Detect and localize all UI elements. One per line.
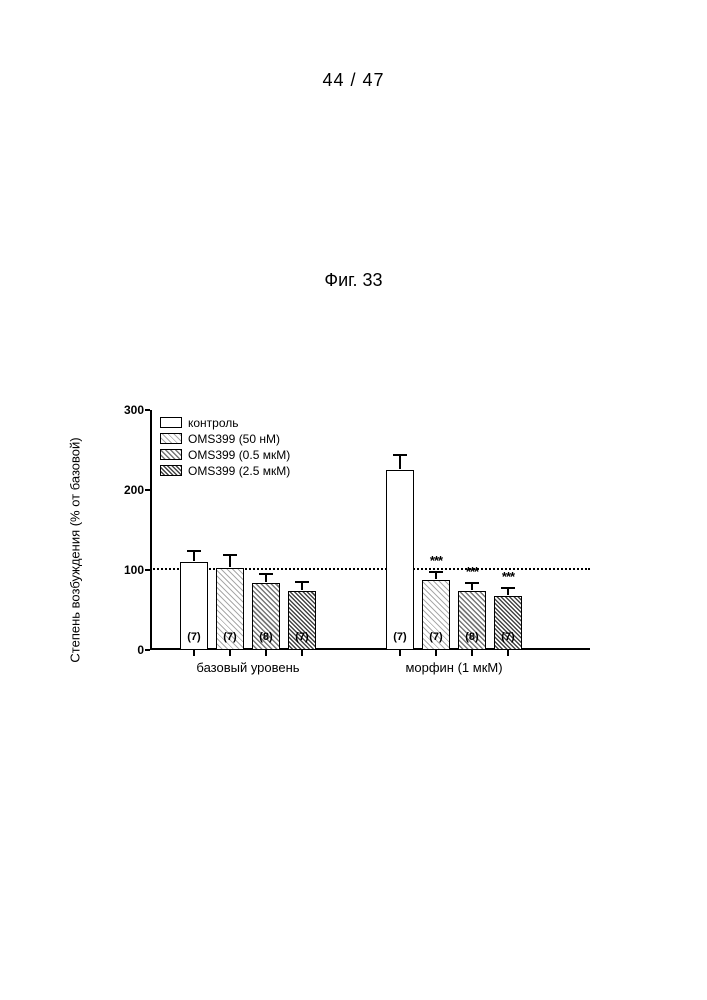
- legend: контроль OMS399 (50 нМ) OMS399 (0.5 мкМ) OM…: [160, 414, 290, 478]
- legend-item: OMS399 (2.5 мкМ): [160, 462, 290, 478]
- xtick-mark: [399, 650, 401, 656]
- error-bar: [399, 455, 401, 469]
- y-axis-label: Степень возбуждения (% от базовой): [68, 437, 83, 662]
- figure-label: Фиг. 33: [0, 270, 707, 291]
- group-label: морфин (1 мкМ): [405, 650, 502, 675]
- legend-item: OMS399 (50 нМ): [160, 430, 290, 446]
- ytick-mark: [145, 489, 150, 491]
- bar: (8): [252, 583, 280, 650]
- bar-n-label: (7): [223, 631, 236, 643]
- legend-swatch: [160, 449, 182, 460]
- legend-label: контроль: [188, 416, 239, 430]
- bar-n-label: (8): [465, 631, 478, 643]
- legend-label: OMS399 (50 нМ): [188, 432, 280, 446]
- error-cap: [259, 573, 273, 575]
- error-bar: [229, 555, 231, 567]
- group-label: базовый уровень: [196, 650, 299, 675]
- significance-marker: ***: [502, 569, 514, 584]
- error-cap: [501, 587, 515, 589]
- xtick-mark: [507, 650, 509, 656]
- bar-n-label: (7): [429, 631, 442, 643]
- page-number: 44 / 47: [0, 70, 707, 91]
- bar: (7): [386, 470, 414, 650]
- legend-item: контроль: [160, 414, 290, 430]
- bar-n-label: (7): [393, 631, 406, 643]
- error-cap: [187, 550, 201, 552]
- bar: (7): [180, 562, 208, 650]
- bar-n-label: (8): [259, 631, 272, 643]
- y-axis: [150, 410, 152, 650]
- bar: (8)***: [458, 591, 486, 650]
- bar: (7)***: [422, 580, 450, 650]
- error-bar: [265, 574, 267, 582]
- firing-rate-chart: Степень возбуждения (% от базовой) 01002…: [100, 410, 605, 690]
- bar-n-label: (7): [295, 631, 308, 643]
- ytick-mark: [145, 649, 150, 651]
- bar-n-label: (7): [187, 631, 200, 643]
- error-cap: [295, 581, 309, 583]
- significance-marker: ***: [430, 553, 442, 568]
- ytick-mark: [145, 409, 150, 411]
- xtick-mark: [301, 650, 303, 656]
- xtick-mark: [193, 650, 195, 656]
- error-cap: [465, 582, 479, 584]
- error-bar: [193, 551, 195, 561]
- significance-marker: ***: [466, 564, 478, 579]
- bar: (7)***: [494, 596, 522, 650]
- legend-label: OMS399 (2.5 мкМ): [188, 464, 290, 478]
- legend-label: OMS399 (0.5 мкМ): [188, 448, 290, 462]
- plot-area: 0100200300(7)(7)(8)(7)базовый уровень(7)…: [150, 410, 590, 650]
- error-cap: [223, 554, 237, 556]
- bar: (7): [288, 591, 316, 650]
- error-bar: [301, 582, 303, 590]
- legend-item: OMS399 (0.5 мкМ): [160, 446, 290, 462]
- bar: (7): [216, 568, 244, 650]
- legend-swatch: [160, 417, 182, 428]
- legend-swatch: [160, 465, 182, 476]
- error-cap: [393, 454, 407, 456]
- bar-n-label: (7): [501, 631, 514, 643]
- error-cap: [429, 571, 443, 573]
- legend-swatch: [160, 433, 182, 444]
